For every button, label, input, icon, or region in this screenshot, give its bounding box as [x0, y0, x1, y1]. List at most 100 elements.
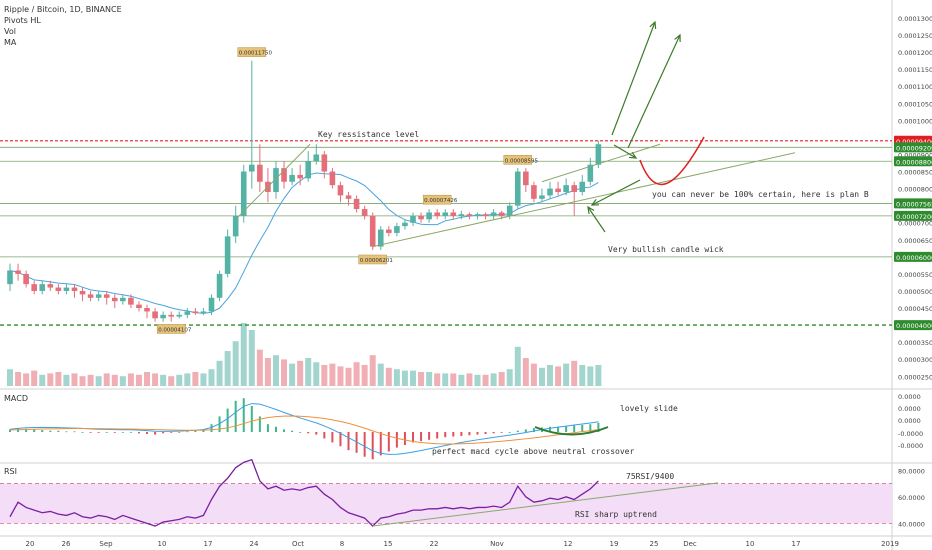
macd-histogram-bar — [420, 432, 423, 442]
macd-histogram-bar — [291, 430, 294, 432]
volume-bar — [224, 351, 231, 386]
volume-bar — [522, 358, 529, 386]
macd-histogram-bar — [347, 432, 350, 451]
rsi-line — [9, 458, 599, 527]
candle-body — [281, 168, 287, 182]
rsi-pane-label: RSI — [4, 467, 17, 476]
time-axis-label: Dec — [683, 540, 697, 548]
macd-histogram-bar — [460, 432, 463, 436]
level-tag-label: 0.00006000 — [896, 254, 932, 262]
time-axis-label: Nov — [490, 540, 504, 548]
volume-bar — [514, 346, 521, 386]
volume-bar — [474, 374, 481, 386]
volume-bar — [7, 369, 13, 386]
volume-bar — [95, 376, 102, 386]
macd-histogram-bar — [210, 424, 213, 432]
macd-histogram-bar — [315, 432, 318, 435]
macd-axis-label: 0.0000 — [898, 405, 921, 413]
candle-body — [55, 287, 62, 291]
candle-body — [79, 290, 86, 295]
volume-bar — [353, 362, 360, 386]
level-tag-bg — [894, 156, 932, 167]
candle-body — [257, 164, 263, 182]
macd-histogram-bar — [557, 426, 560, 432]
volume-bar — [176, 374, 183, 386]
macd-histogram-bar — [516, 430, 519, 432]
candle-body — [136, 304, 142, 309]
volume-bar — [410, 370, 416, 386]
macd-histogram-bar — [581, 424, 584, 432]
candle-body — [232, 215, 239, 237]
candle-body — [63, 287, 70, 291]
volume-bar — [434, 373, 441, 386]
target-arrow-2 — [627, 34, 681, 149]
macd-histogram-bar — [573, 425, 576, 432]
macd-histogram-bar — [299, 432, 302, 433]
candle-body — [103, 294, 110, 298]
macd-histogram-bar — [597, 422, 600, 432]
volume-bar — [31, 370, 38, 386]
wick-arrow — [587, 206, 606, 233]
candle-body — [168, 314, 174, 317]
candle-body — [329, 171, 336, 186]
candle-body — [377, 229, 384, 247]
volume-bar — [426, 372, 433, 386]
volume-bar — [15, 372, 22, 386]
macd-histogram-bar — [186, 431, 189, 433]
macd-histogram-bar — [65, 431, 68, 433]
macd-histogram-bar — [436, 432, 439, 439]
macd-histogram-bar — [323, 432, 326, 439]
candle-body — [394, 226, 400, 233]
annotation-resistance: Key ressistance level — [318, 130, 419, 139]
macd-histogram-bar — [25, 428, 28, 432]
candle-body — [297, 174, 303, 179]
volume-bar — [71, 373, 78, 386]
macd-histogram-bar — [202, 429, 205, 432]
volume-bar — [442, 373, 449, 386]
target-arrow-1-head — [649, 20, 657, 30]
plan-b-arrow-head — [590, 199, 600, 206]
candle-body — [571, 185, 577, 192]
macd-histogram-bar — [331, 432, 334, 443]
level-tag-label: 0.00009209 — [896, 144, 932, 152]
macd-histogram-bar — [363, 432, 366, 457]
macd-histogram-bar — [178, 432, 181, 433]
candle-body — [152, 311, 158, 319]
macd-histogram-bar — [33, 429, 36, 432]
pivot-tag-label: 0.00006201 — [360, 258, 393, 264]
volume-bar — [482, 374, 489, 386]
macd-line — [9, 403, 599, 455]
candle-body — [450, 212, 457, 216]
level-tag-label: 0.00004000 — [896, 322, 932, 330]
pivot-tag-bg — [358, 254, 387, 265]
volume-bar — [135, 374, 142, 386]
candle-body — [200, 311, 207, 314]
macd-histogram-bar — [57, 430, 60, 432]
volume-bar — [281, 359, 288, 386]
macd-axis-label: 0.0000 — [898, 417, 921, 425]
macd-histogram-bar — [113, 432, 116, 433]
macd-histogram-bar — [379, 432, 382, 456]
volume-bar — [490, 373, 497, 386]
macd-slide-curve — [534, 426, 609, 436]
macd-histogram-bar — [500, 432, 503, 433]
candle-body — [216, 273, 223, 298]
volume-bar — [87, 374, 94, 386]
level-tag-bg — [894, 198, 932, 209]
macd-histogram-bar — [549, 426, 552, 432]
macd-axis-label: 0.0000 — [898, 393, 921, 401]
candle-body — [208, 297, 215, 312]
candle-body — [531, 185, 537, 199]
rsi-axis-label: 40.0000 — [898, 520, 925, 528]
time-axis-label: 8 — [340, 540, 344, 548]
candle-body — [144, 308, 150, 312]
macd-histogram-bar — [524, 429, 527, 432]
candle-body — [192, 311, 199, 314]
pivot-tag-label: 0.00011750 — [239, 51, 273, 57]
candle-body — [345, 195, 352, 199]
